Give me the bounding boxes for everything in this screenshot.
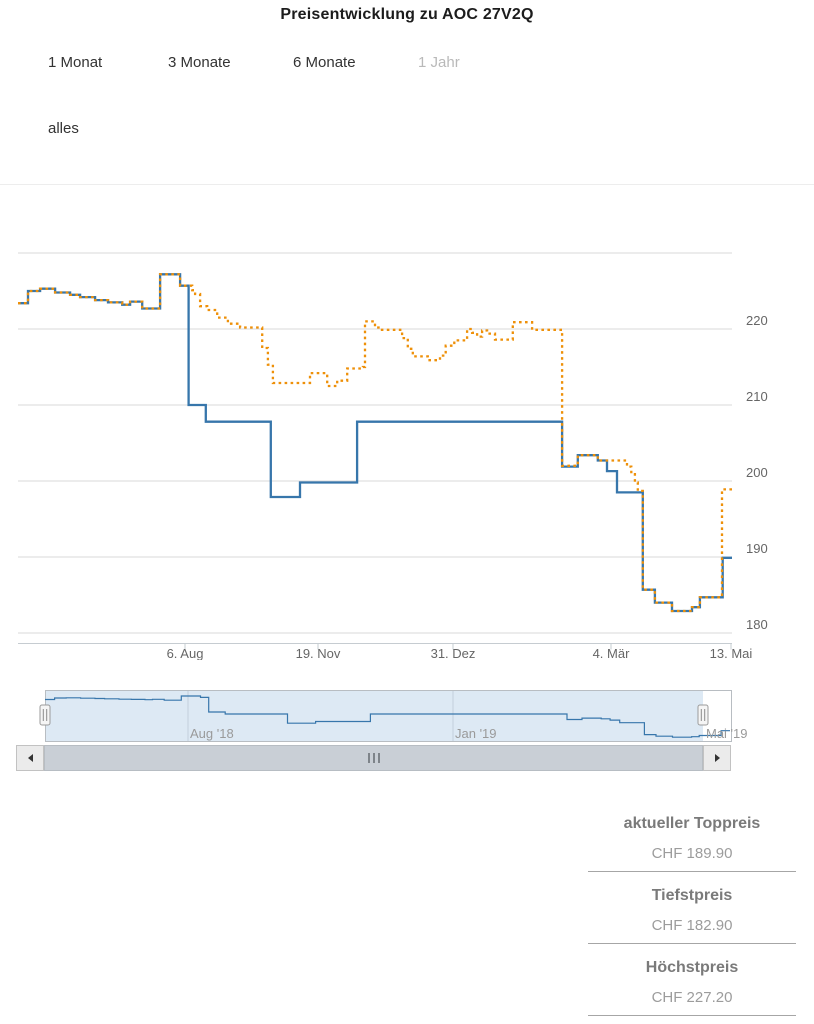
summary-label: aktueller Toppreis bbox=[623, 815, 761, 832]
scroll-right-arrow-icon bbox=[714, 754, 720, 762]
y-axis-label: 220 bbox=[746, 313, 768, 328]
price-summary-panel: aktueller Toppreis CHF 189.90 Tiefstprei… bbox=[588, 800, 796, 1016]
range-button-1-monat[interactable]: 1 Monat bbox=[48, 54, 103, 71]
scrollbar-grip-icon[interactable] bbox=[367, 753, 380, 763]
scroll-left-arrow-icon bbox=[27, 754, 33, 762]
x-axis-label: 6. Aug bbox=[167, 646, 204, 660]
page-title: Preisentwicklung zu AOC 27V2Q bbox=[280, 6, 534, 23]
navigator-right-handle[interactable] bbox=[697, 704, 709, 726]
navigator-mask[interactable] bbox=[45, 690, 703, 742]
summary-label: Höchstpreis bbox=[645, 959, 739, 976]
scrollbar bbox=[16, 745, 731, 771]
summary-value: CHF 182.90 bbox=[651, 917, 733, 934]
y-axis-label: 190 bbox=[746, 541, 768, 556]
summary-item-hoechstpreis: Höchstpreis CHF 227.20 bbox=[588, 944, 796, 1016]
x-axis-label: 4. Mär bbox=[593, 646, 631, 660]
y-axis-label: 210 bbox=[746, 389, 768, 404]
range-button-alles[interactable]: alles bbox=[48, 120, 79, 137]
y-axis-label: 180 bbox=[746, 617, 768, 632]
navigator-series-line bbox=[45, 695, 730, 738]
summary-label: Tiefstpreis bbox=[651, 887, 733, 904]
navigator-label: Mai '19 bbox=[706, 726, 748, 741]
range-button-6-monate[interactable]: 6 Monate bbox=[293, 54, 356, 71]
price-chart-plot[interactable]: 6. Aug 19. Nov 31. Dez 4. Mär 13. Mai 180 190 2… bbox=[0, 248, 814, 660]
navigator[interactable]: Aug '18 Jan '19 Mai '19 bbox=[0, 688, 814, 745]
navigator-label: Aug '18 bbox=[190, 726, 234, 741]
y-axis-label: 200 bbox=[746, 465, 768, 480]
x-axis-label: 19. Nov bbox=[296, 646, 341, 660]
navigator-label: Jan '19 bbox=[455, 726, 497, 741]
range-button-3-monate[interactable]: 3 Monate bbox=[168, 54, 231, 71]
x-axis-label: 31. Dez bbox=[431, 646, 476, 660]
x-axis-label: 13. Mai bbox=[710, 646, 753, 660]
section-divider bbox=[0, 184, 814, 185]
summary-value: CHF 189.90 bbox=[651, 845, 733, 862]
scroll-right-button[interactable] bbox=[703, 745, 731, 771]
preis-line-orange-dotted bbox=[18, 273, 732, 613]
summary-value: CHF 227.20 bbox=[651, 989, 733, 1006]
range-button-1-jahr[interactable]: 1 Jahr bbox=[418, 54, 460, 71]
scrollbar-track[interactable] bbox=[44, 745, 703, 771]
summary-item-tiefstpreis: Tiefstpreis CHF 182.90 bbox=[588, 872, 796, 944]
scroll-left-button[interactable] bbox=[16, 745, 44, 771]
summary-item-toppreis: aktueller Toppreis CHF 189.90 bbox=[588, 800, 796, 872]
navigator-left-handle[interactable] bbox=[39, 704, 51, 726]
